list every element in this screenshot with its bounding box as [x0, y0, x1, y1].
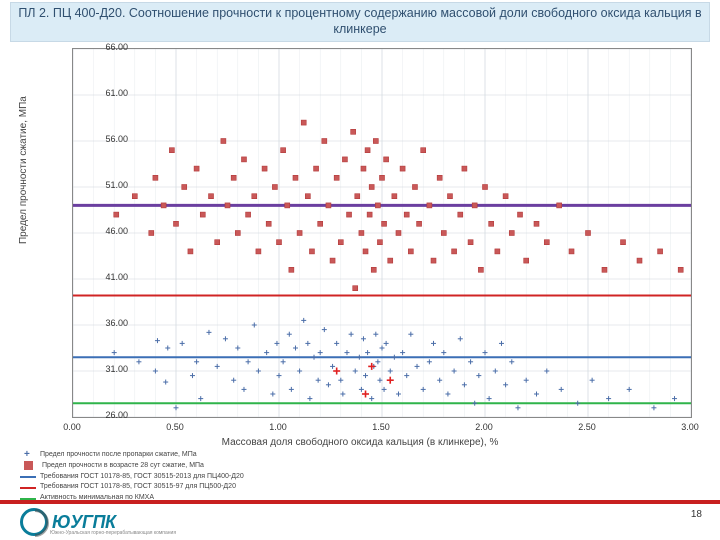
y-axis-label: Предел прочности сжатие, МПа [18, 96, 29, 244]
legend-item: Требования ГОСТ 10178-85, ГОСТ 30515-97 … [20, 482, 520, 492]
chart-title: ПЛ 2. ПЦ 400-Д20. Соотношение прочности … [10, 2, 710, 42]
y-tick-label: 31.00 [88, 364, 128, 374]
plot-region [72, 48, 692, 418]
x-tick-label: 2.00 [464, 422, 504, 432]
x-tick-label: 1.00 [258, 422, 298, 432]
page-number: 18 [691, 509, 702, 520]
y-tick-label: 66.00 [88, 42, 128, 52]
x-tick-label: 0.00 [52, 422, 92, 432]
legend-item: Требования ГОСТ 10178-85, ГОСТ 30515-201… [20, 472, 520, 482]
y-tick-label: 26.00 [88, 410, 128, 420]
x-axis-label: Массовая доля свободного оксида кальция … [20, 437, 700, 448]
legend: +Предел прочности после пропарки сжатие,… [20, 450, 520, 504]
legend-label: Требования ГОСТ 10178-85, ГОСТ 30515-201… [40, 472, 244, 482]
x-tick-label: 2.50 [567, 422, 607, 432]
x-tick-label: 0.50 [155, 422, 195, 432]
logo-subtitle: Южно-Уральская горно-перерабатывающая ко… [50, 530, 176, 536]
chart-title-text: ПЛ 2. ПЦ 400-Д20. Соотношение прочности … [17, 6, 703, 37]
y-tick-label: 56.00 [88, 134, 128, 144]
legend-label: Требования ГОСТ 10178-85, ГОСТ 30515-97 … [40, 482, 236, 492]
y-tick-label: 51.00 [88, 180, 128, 190]
x-tick-label: 1.50 [361, 422, 401, 432]
y-tick-label: 61.00 [88, 88, 128, 98]
legend-item: Предел прочности в возрасте 28 сут сжати… [20, 461, 520, 471]
legend-item: +Предел прочности после пропарки сжатие,… [20, 450, 520, 460]
legend-label: Предел прочности в возрасте 28 сут сжати… [42, 461, 204, 471]
y-tick-label: 46.00 [88, 226, 128, 236]
chart-area: Предел прочности сжатие, МПа 26.00 31.00 3… [20, 44, 700, 444]
footer: ЮУГПК Южно-Уральская горно-перерабатываю… [0, 500, 720, 540]
scatter-svg [73, 49, 691, 417]
x-tick-label: 3.00 [670, 422, 710, 432]
legend-label: Предел прочности после пропарки сжатие, … [40, 450, 197, 460]
y-tick-label: 41.00 [88, 272, 128, 282]
y-tick-label: 36.00 [88, 318, 128, 328]
logo-icon [20, 508, 48, 536]
footer-separator [0, 500, 720, 504]
